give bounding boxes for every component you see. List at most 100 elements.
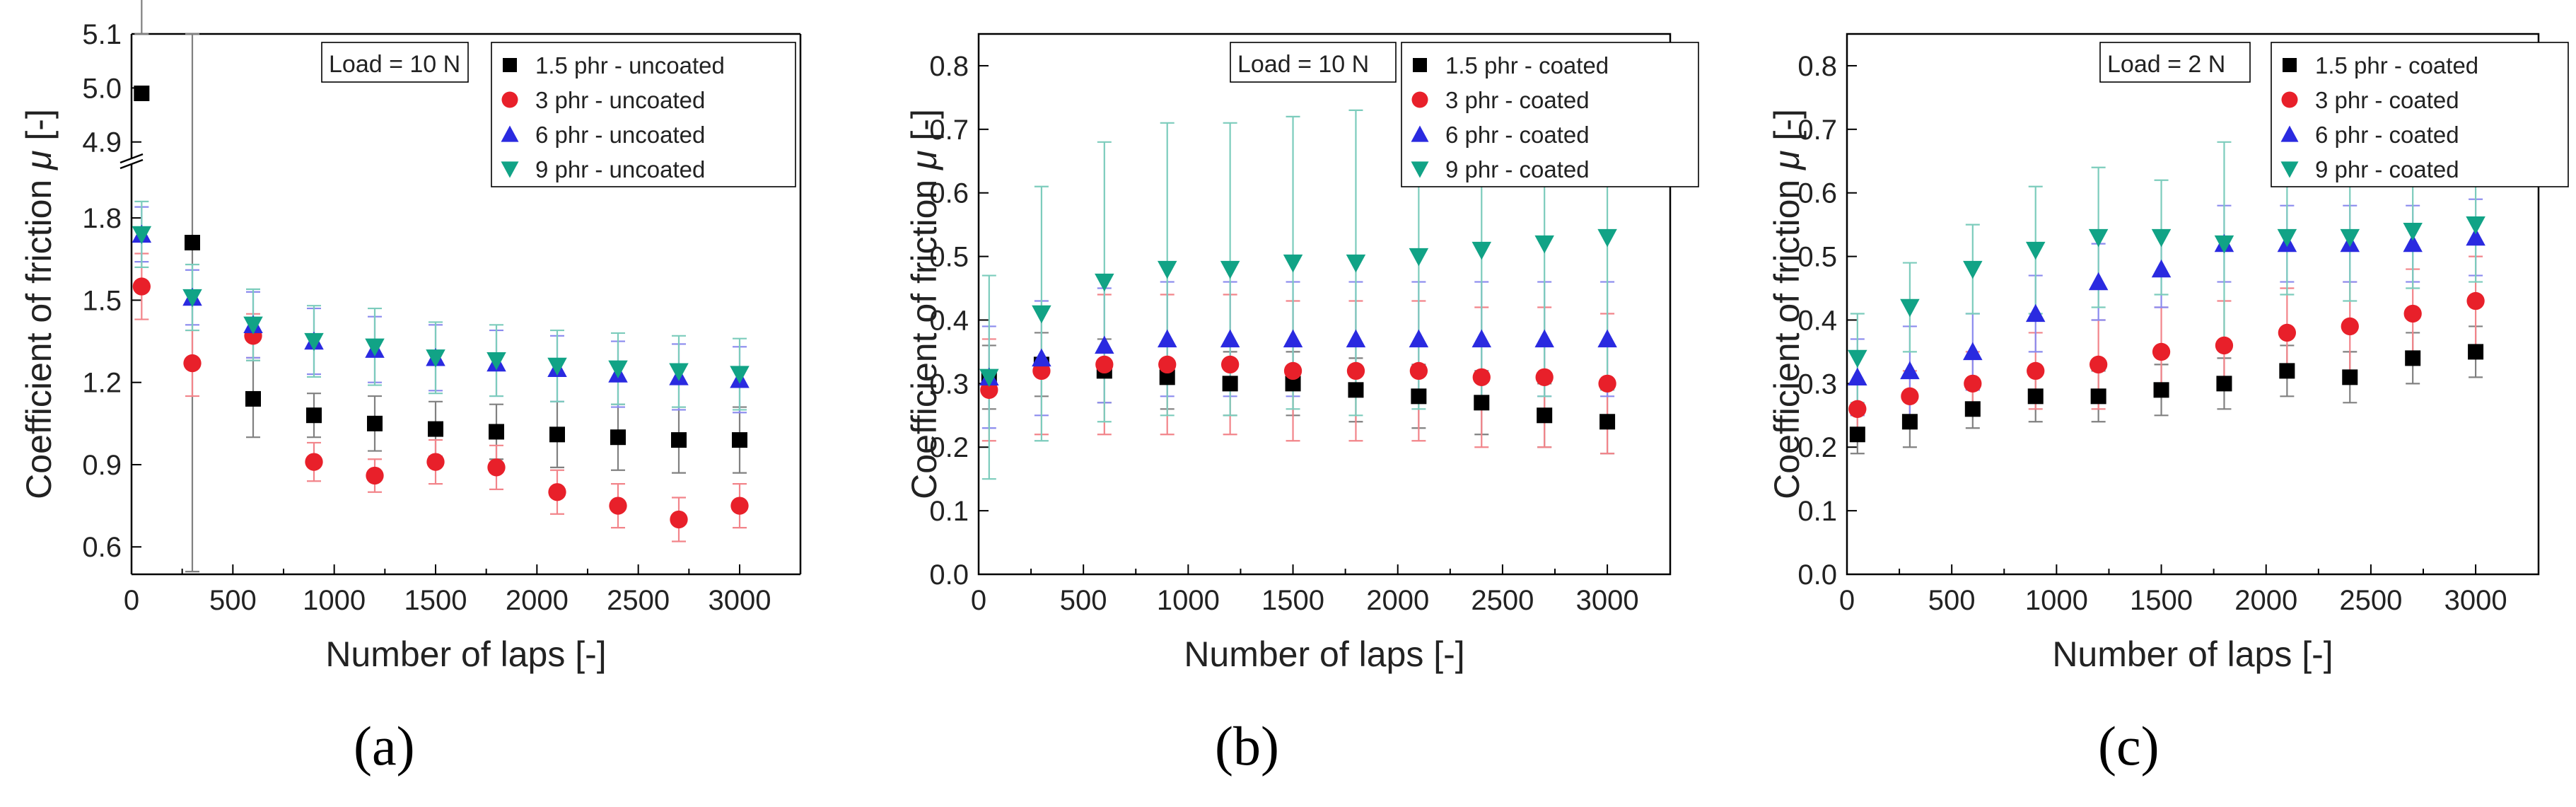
data-point — [2405, 350, 2421, 366]
data-point — [2216, 376, 2232, 392]
x-tick-label: 0 — [1839, 585, 1855, 616]
data-point — [1471, 241, 1492, 260]
panel-label-c: (c) — [2098, 715, 2160, 777]
data-point — [1535, 368, 1554, 387]
data-point — [426, 349, 445, 368]
x-tick-label: 3000 — [1576, 585, 1639, 616]
data-point — [2025, 241, 2046, 260]
data-point — [1900, 298, 1920, 318]
y-axis-label: Coefficient of friction μ [-] — [904, 109, 944, 499]
data-point — [1598, 374, 1616, 393]
plot-frame — [1846, 33, 2540, 576]
y-tick-label: 0.6 — [1797, 178, 1837, 209]
data-point — [1409, 248, 1429, 267]
x-tick-label: 500 — [1928, 585, 1976, 616]
data-point — [1901, 414, 1918, 430]
axis-break-mark — [120, 153, 144, 164]
panel-label-a: (a) — [354, 715, 415, 777]
data-point — [730, 497, 749, 515]
legend-marker — [501, 125, 519, 142]
x-tick-label: 2500 — [607, 585, 670, 616]
y-tick-label: 1.5 — [82, 285, 122, 316]
load-annotation-a: Load = 10 N — [321, 42, 469, 83]
legend-marker — [1413, 58, 1427, 72]
data-point — [2153, 382, 2169, 398]
data-point — [1095, 355, 1114, 374]
data-point — [2151, 259, 2172, 278]
y-tick-label: 0.3 — [929, 368, 969, 400]
data-point — [245, 390, 261, 407]
data-point — [2340, 228, 2360, 248]
data-point — [366, 466, 384, 485]
chart-panel-a: 0 500 1000 1500 2000 2500 3000 4.9 5.0 5.1 0.6 0.9 1… — [19, 0, 802, 674]
legend-marker — [2281, 91, 2298, 108]
x-tick-label: 0 — [124, 585, 139, 616]
data-point — [2403, 222, 2423, 241]
data-point — [2088, 272, 2109, 291]
data-point — [1283, 254, 1303, 273]
data-point — [185, 235, 200, 251]
data-point — [549, 426, 565, 443]
data-point — [2215, 336, 2234, 355]
data-point — [1848, 367, 1867, 386]
legend-marker — [501, 91, 518, 108]
annotation-box — [2099, 42, 2251, 83]
data-point — [1159, 369, 1175, 385]
y-axis-label: Coefficient of friction μ [-] — [1767, 109, 1807, 499]
data-point — [1032, 305, 1051, 324]
y-tick-label: 0.0 — [1797, 559, 1837, 591]
legend-marker — [1411, 91, 1428, 108]
data-point — [1411, 388, 1427, 405]
x-tick-label: 500 — [1060, 585, 1107, 616]
y-tick-label: 0.1 — [1797, 496, 1837, 527]
y-tick-label: 0.3 — [1797, 368, 1837, 400]
data-point — [1157, 260, 1177, 279]
x-tick-label: 3000 — [709, 585, 771, 616]
axes-c: 0 500 1000 1500 2000 2500 3000 0.0 0.1 0.2 0.3 0.4 0… — [1767, 33, 2540, 674]
y-tick-label: 4.9 — [82, 127, 122, 158]
y-tick-label: 0.0 — [929, 559, 969, 591]
x-tick-label: 2500 — [1471, 585, 1534, 616]
legend-marker — [2280, 125, 2299, 142]
data-point — [426, 453, 445, 471]
data-point — [1963, 260, 1983, 279]
y-tick-label: 0.6 — [929, 178, 969, 209]
data-point — [1597, 329, 1617, 348]
x-tick-label: 1500 — [2130, 585, 2193, 616]
axes-b: 0 500 1000 1500 2000 2500 3000 0.0 0.1 0.2 0.3 0.4 0… — [904, 33, 1672, 674]
legend-marker — [2283, 58, 2297, 72]
data-point — [1900, 361, 1920, 380]
series-a-4 — [132, 226, 750, 384]
y-axis-label: Coefficient of friction μ [-] — [19, 109, 59, 499]
y-tick-label: 0.5 — [1797, 242, 1837, 273]
y-tick-label: 0.4 — [929, 305, 969, 336]
data-point — [134, 86, 150, 101]
x-tick-label: 2500 — [2339, 585, 2402, 616]
y-tick-label: 0.4 — [1797, 305, 1837, 336]
data-point — [367, 415, 383, 431]
data-point — [243, 316, 263, 335]
data-point — [670, 510, 688, 529]
y-tick-label: 0.7 — [1797, 115, 1837, 146]
y-tick-label: 0.5 — [929, 242, 969, 273]
chart-panel-c: 0 500 1000 1500 2000 2500 3000 0.0 0.1 0.2 0.3 0.4 0… — [1767, 33, 2569, 674]
data-point — [1220, 260, 1240, 279]
panel-label-b: (b) — [1215, 715, 1279, 777]
legend-label: 6 phr - uncoated — [535, 122, 705, 148]
data-point — [2403, 233, 2423, 252]
data-point — [610, 429, 626, 446]
x-tick-label: 2000 — [506, 585, 569, 616]
data-point — [1157, 329, 1177, 348]
data-point — [428, 421, 443, 437]
y-tick-label: 5.0 — [82, 73, 122, 104]
data-point — [1964, 401, 1981, 417]
data-point — [2027, 388, 2044, 405]
data-point — [1283, 329, 1303, 348]
series-b-3 — [979, 329, 1617, 386]
x-tick-label: 0 — [971, 585, 986, 616]
legend-label: 9 phr - coated — [1445, 156, 1590, 182]
data-point — [608, 360, 628, 379]
legend-marker — [2280, 161, 2299, 178]
legend-label: 3 phr - coated — [1445, 87, 1590, 113]
load-annotation-c: Load = 2 N — [2099, 42, 2251, 83]
